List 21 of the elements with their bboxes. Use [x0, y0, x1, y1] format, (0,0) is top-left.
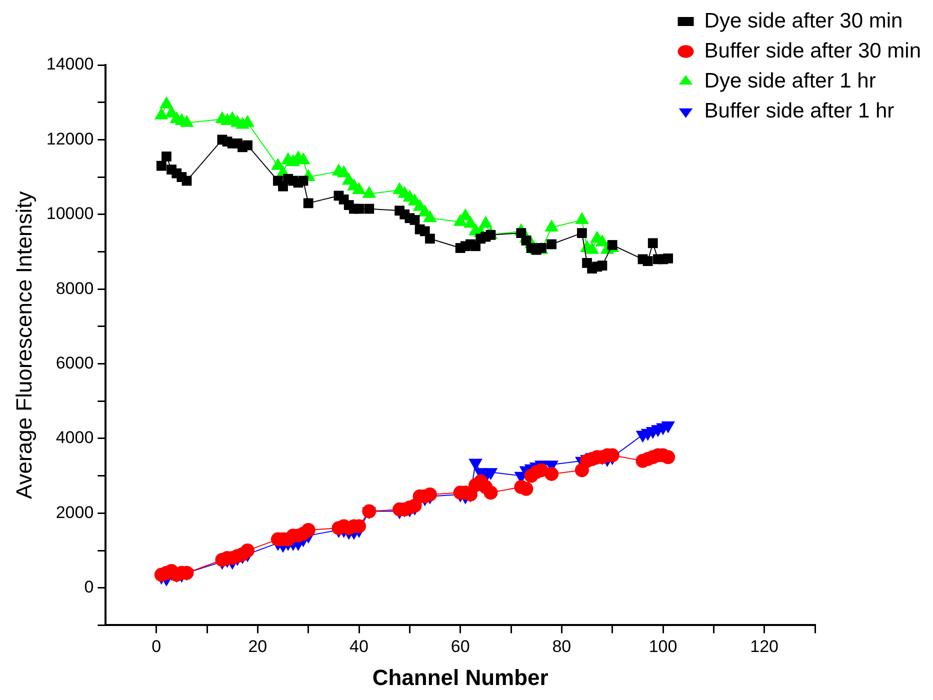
y-tick-label: 14000: [46, 54, 94, 74]
legend-label: Dye side after 1 hr: [704, 69, 876, 92]
x-tick-label: 100: [648, 637, 678, 656]
x-tick-label: 20: [248, 637, 268, 656]
y-tick-label: 4000: [56, 428, 94, 448]
x-tick-label: 80: [552, 637, 572, 656]
y-axis-title: Average Fluorescence Intensity: [11, 191, 36, 499]
y-tick-label: 2000: [56, 502, 94, 522]
x-tick-label: 0: [152, 637, 162, 656]
legend-label: Dye side after 30 min: [704, 9, 903, 32]
y-tick-label: 10000: [46, 204, 94, 224]
y-tick-label: 0: [84, 578, 94, 597]
legend-label: Buffer side after 1 hr: [704, 99, 894, 122]
legend-label: Buffer side after 30 min: [704, 39, 922, 62]
y-tick-label: 12000: [46, 129, 94, 148]
y-tick-label: 8000: [56, 278, 94, 298]
x-axis-title: Channel Number: [372, 664, 549, 690]
y-tick-label: 6000: [56, 353, 94, 372]
x-tick-label: 40: [350, 637, 368, 656]
x-tick-label: 120: [750, 637, 779, 656]
x-tick-label: 60: [450, 637, 470, 656]
